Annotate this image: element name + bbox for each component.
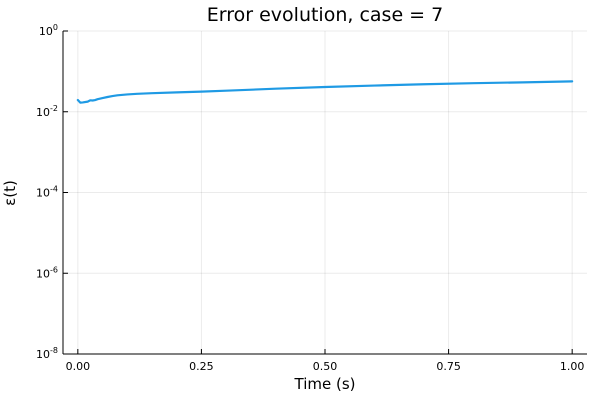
x-axis-label: Time (s) <box>294 375 356 393</box>
y-tick-label-4: 100 <box>39 23 58 38</box>
series-line-0 <box>76 80 574 104</box>
series-layer <box>76 80 574 104</box>
grid-layer <box>63 30 587 355</box>
x-tick-label-1: 0.25 <box>189 360 214 373</box>
y-tick-label-1: 10-6 <box>36 265 58 280</box>
x-tick-label-3: 0.75 <box>436 360 461 373</box>
y-axis-label: ε(t) <box>1 180 19 206</box>
y-tick-label-3: 10-2 <box>36 104 58 119</box>
x-tick-label-4: 1.00 <box>560 360 585 373</box>
x-tick-label-2: 0.50 <box>313 360 338 373</box>
y-tick-label-2: 10-4 <box>36 185 58 200</box>
x-tick-label-0: 0.00 <box>66 360 91 373</box>
chart-title: Error evolution, case = 7 <box>207 4 443 26</box>
y-tick-label-0: 10-8 <box>36 346 58 361</box>
ticks-layer: 0.00 0.25 0.50 0.75 1.00 10-8 10-6 10-4 10-2 100 <box>36 23 584 373</box>
